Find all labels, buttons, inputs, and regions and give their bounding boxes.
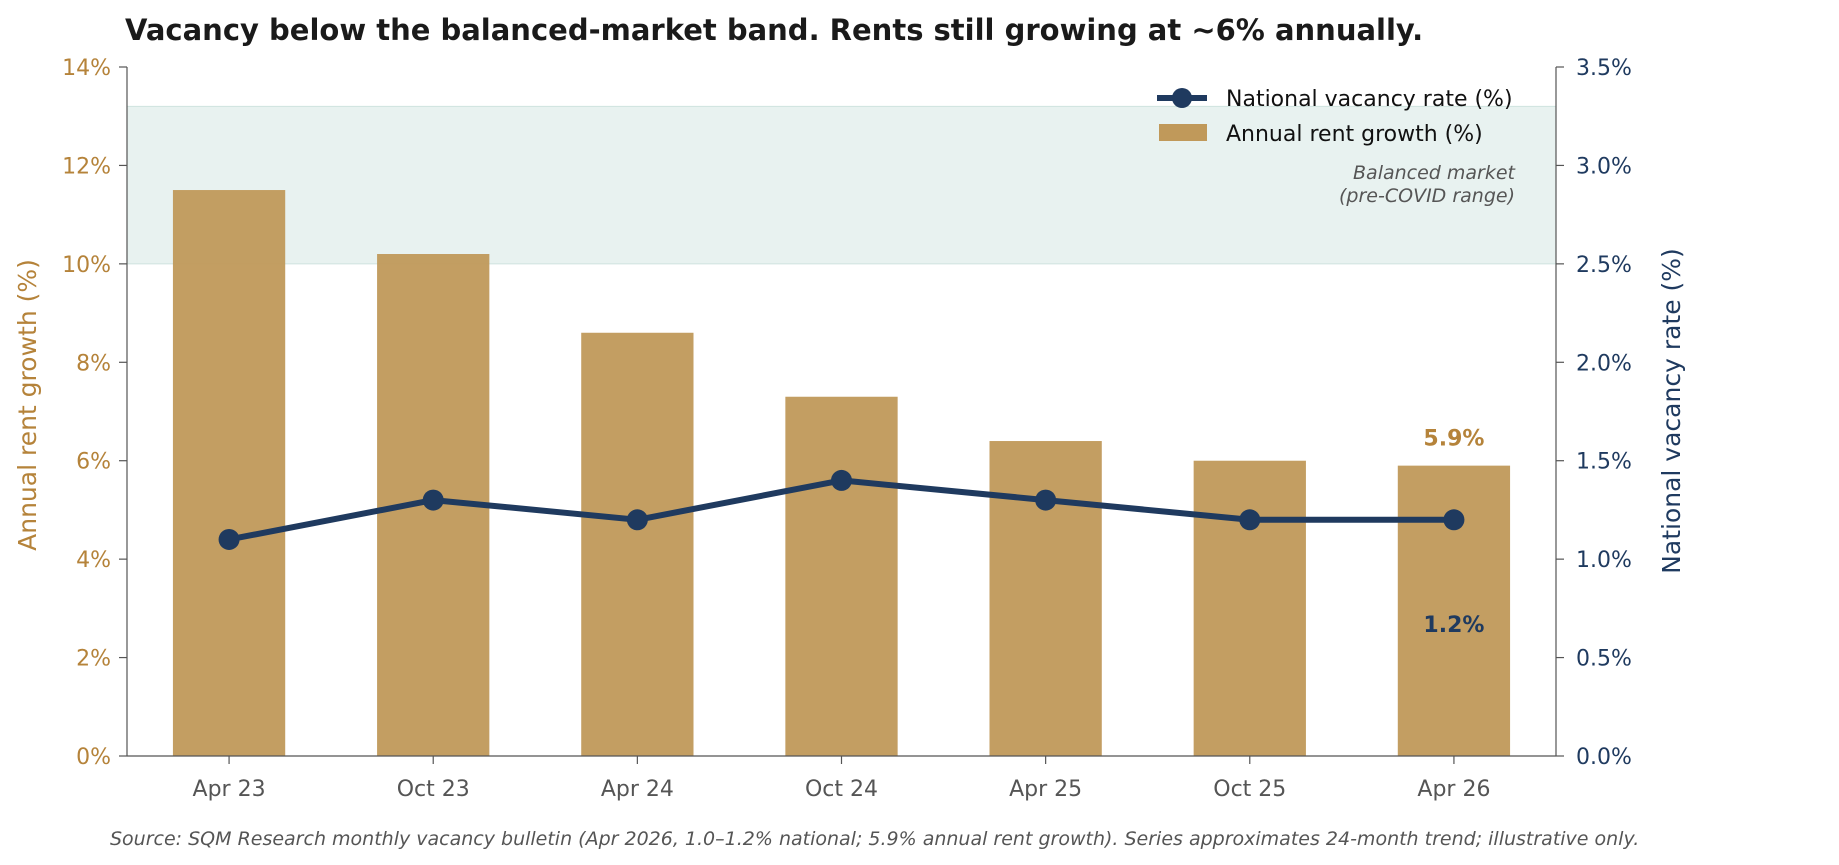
- rent-bar-6: [1397, 465, 1511, 756]
- source-note: Source: SQM Research monthly vacancy bul…: [110, 828, 1639, 850]
- vacancy-point-5: [1239, 509, 1261, 531]
- band-label-line2: (pre-COVID range): [1339, 185, 1515, 207]
- left-tick-label-3: 6%: [76, 450, 111, 475]
- vacancy-point-6: [1443, 509, 1465, 531]
- x-tick-label-5: Oct 25: [1213, 777, 1286, 802]
- right-tick-label-4: 2.0%: [1576, 351, 1632, 376]
- right-tick-label-6: 3.0%: [1576, 154, 1632, 179]
- x-tick-label-0: Apr 23: [193, 777, 266, 802]
- left-tick-label-5: 10%: [62, 253, 111, 278]
- right-tick-label-2: 1.0%: [1576, 548, 1632, 573]
- x-tick-label-3: Oct 24: [805, 777, 878, 802]
- left-axis-ticks: 0% 2% 4% 6% 8% 10% 12% 14%: [62, 56, 127, 770]
- legend-vacancy-label: National vacancy rate (%): [1226, 87, 1513, 112]
- right-tick-label-3: 1.5%: [1576, 450, 1632, 475]
- chart-title: Vacancy below the balanced-market band. …: [125, 13, 1423, 47]
- vacancy-point-1: [422, 489, 444, 511]
- band-label-line1: Balanced market: [1353, 162, 1517, 184]
- vacancy-point-3: [831, 469, 852, 491]
- legend-marker-swatch: [1172, 88, 1192, 108]
- vacancy-point-2: [626, 509, 648, 531]
- rent-end-label: 5.9%: [1423, 427, 1484, 452]
- left-tick-label-6: 12%: [62, 154, 111, 179]
- vacancy-point-0: [218, 528, 240, 550]
- vacancy-rate-series: [218, 469, 1465, 550]
- left-axis-label: Annual rent growth (%): [13, 259, 42, 551]
- left-tick-label-4: 8%: [76, 351, 111, 376]
- right-axis-label: National vacancy rate (%): [1657, 248, 1686, 574]
- legend: National vacancy rate (%) Annual rent gr…: [1157, 87, 1513, 147]
- left-tick-label-0: 0%: [76, 745, 111, 770]
- left-tick-label-1: 2%: [76, 647, 111, 672]
- x-tick-label-4: Apr 25: [1009, 777, 1082, 802]
- vacancy-end-label: 1.2%: [1423, 613, 1484, 638]
- rent-bar-3: [785, 396, 898, 756]
- x-tick-label-6: Apr 26: [1417, 777, 1490, 802]
- x-tick-label-1: Oct 23: [397, 777, 470, 802]
- left-tick-label-7: 14%: [62, 56, 111, 81]
- rent-bar-4: [989, 441, 1102, 756]
- right-tick-label-1: 0.5%: [1576, 647, 1632, 672]
- rent-bar-0: [172, 190, 286, 757]
- rent-bar-5: [1193, 460, 1306, 756]
- balanced-market-band: [126, 105, 1557, 265]
- x-axis-ticks: Apr 23 Oct 23 Apr 24 Oct 24 Apr 25 Oct 25 Apr …: [193, 756, 1490, 802]
- rent-bar-2: [581, 332, 694, 756]
- legend-rent-label: Annual rent growth (%): [1226, 122, 1483, 147]
- right-tick-label-0: 0.0%: [1576, 745, 1632, 770]
- x-tick-label-2: Apr 24: [601, 777, 674, 802]
- vacancy-point-4: [1035, 489, 1057, 511]
- axes: 0% 2% 4% 6% 8% 10% 12% 14% 0.0% 0.5% 1.0% 1.5% 2.0%…: [62, 56, 1632, 802]
- right-axis-ticks: 0.0% 0.5% 1.0% 1.5% 2.0% 2.5% 3.0% 3.5%: [1556, 56, 1632, 770]
- left-tick-label-2: 4%: [76, 548, 111, 573]
- right-tick-label-7: 3.5%: [1576, 56, 1632, 81]
- legend-bar-swatch: [1159, 124, 1207, 141]
- right-tick-label-5: 2.5%: [1576, 253, 1632, 278]
